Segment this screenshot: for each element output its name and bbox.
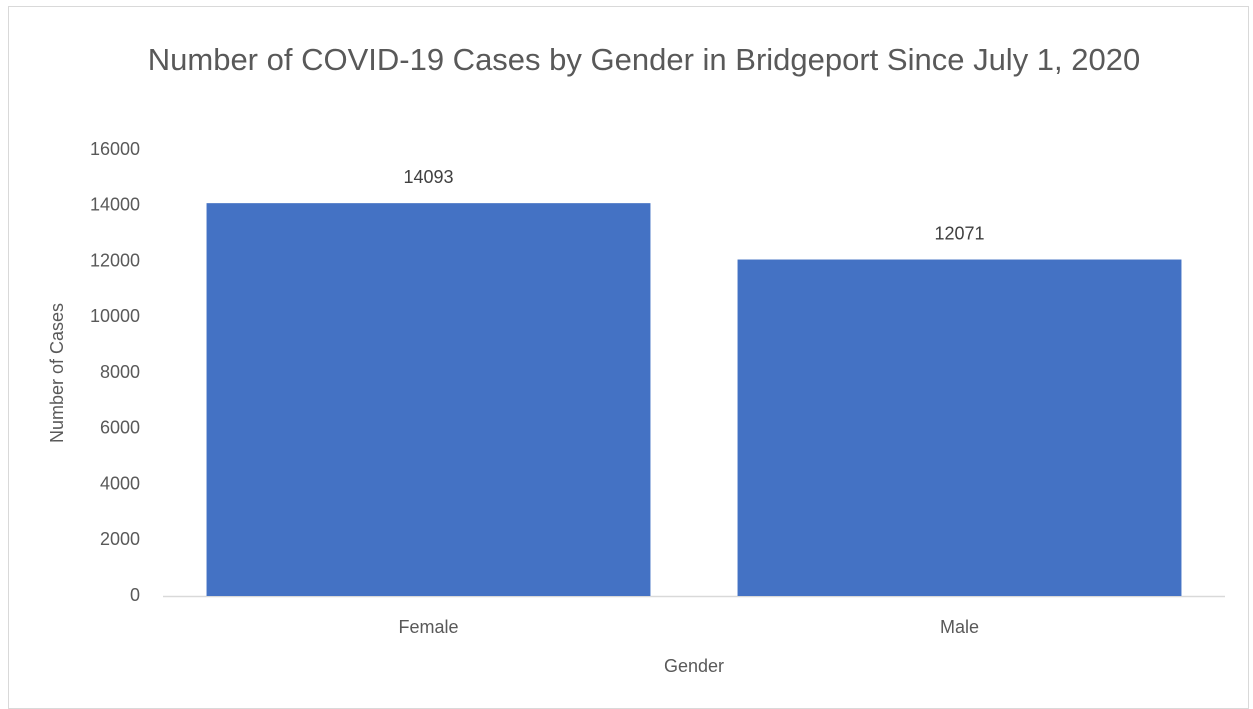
y-tick-label: 16000 — [90, 139, 140, 159]
y-tick-label: 4000 — [100, 473, 140, 493]
x-tick-label: Female — [398, 617, 458, 637]
bar — [206, 203, 651, 596]
y-tick-label: 12000 — [90, 250, 140, 270]
y-tick-label: 6000 — [100, 418, 140, 438]
data-label: 14093 — [403, 167, 453, 187]
y-tick-label: 14000 — [90, 195, 140, 215]
x-axis-label: Gender — [664, 656, 724, 676]
y-tick-label: 2000 — [100, 529, 140, 549]
y-tick-label: 10000 — [90, 306, 140, 326]
x-tick-label: Male — [940, 617, 979, 637]
y-tick-label: 8000 — [100, 362, 140, 382]
y-tick-label: 0 — [130, 585, 140, 605]
y-axis-label: Number of Cases — [47, 303, 67, 443]
data-label: 12071 — [934, 223, 984, 243]
bar — [737, 259, 1182, 596]
chart-title: Number of COVID-19 Cases by Gender in Br… — [147, 42, 1141, 77]
